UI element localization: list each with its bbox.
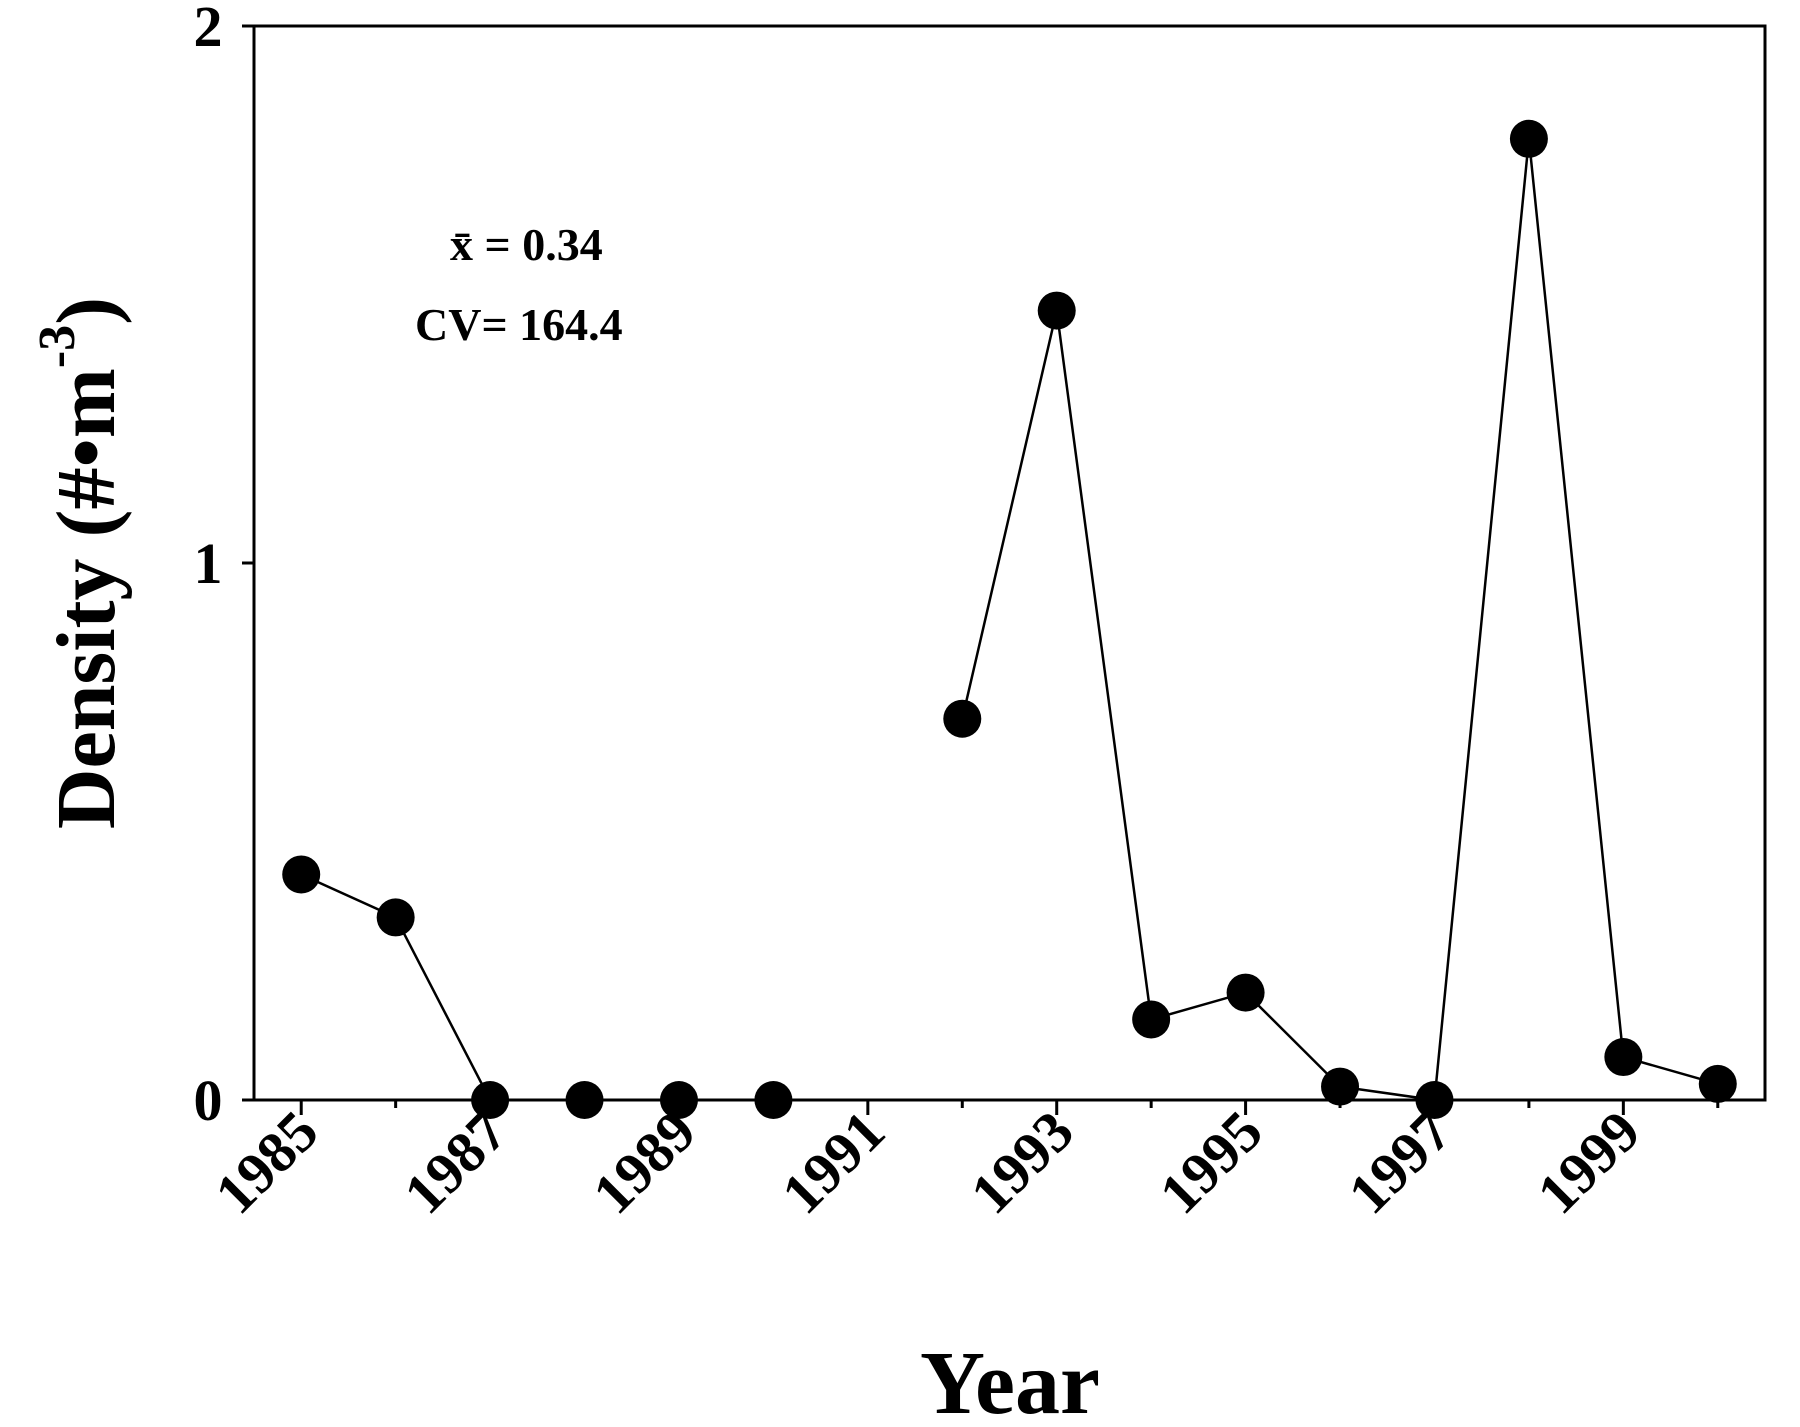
x-tick-label: 1999 <box>1525 1098 1653 1226</box>
plot-frame <box>252 24 1767 1102</box>
x-tick-label: 1991 <box>769 1098 897 1226</box>
series-points <box>282 119 1737 1119</box>
data-point <box>282 855 321 894</box>
annotation-cv: CV= 164.4 <box>415 299 623 350</box>
y-axis-title-close: ) <box>40 297 133 325</box>
y-tick-label: 0 <box>194 1068 223 1133</box>
y-axis: 0 1 2 <box>194 0 254 1133</box>
y-axis-title-superscript: -3 <box>29 325 86 368</box>
data-point <box>1037 291 1076 330</box>
y-axis-title-main: Density (#•m <box>40 368 133 829</box>
data-point <box>1321 1067 1360 1106</box>
data-point <box>1226 973 1265 1012</box>
data-point <box>471 1081 510 1119</box>
series-lines <box>300 138 1719 1102</box>
data-point <box>754 1081 793 1119</box>
data-point <box>1698 1064 1737 1103</box>
y-tick-label: 1 <box>194 531 223 596</box>
data-point <box>1132 1000 1171 1039</box>
x-axis: 1985 1987 1989 1991 1993 1995 1997 1999 <box>202 1098 1720 1226</box>
x-tick-label: 1993 <box>958 1098 1086 1226</box>
data-point <box>1604 1038 1643 1077</box>
data-point <box>943 699 982 738</box>
x-tick-label: 1989 <box>580 1098 708 1226</box>
series-line-segment <box>300 873 774 1102</box>
x-tick-label: 1997 <box>1336 1098 1464 1226</box>
x-tick-label: 1987 <box>391 1098 519 1226</box>
series-line-segment <box>961 138 1719 1102</box>
data-point <box>1415 1081 1454 1119</box>
data-point <box>1509 119 1548 158</box>
annotation-mean: x̄ = 0.34 <box>450 219 603 270</box>
y-tick-label: 2 <box>194 0 223 59</box>
data-point <box>565 1081 604 1119</box>
y-axis-title: Density (#•m-3) <box>29 297 133 829</box>
x-axis-title: Year <box>920 1334 1100 1427</box>
data-point <box>376 898 415 937</box>
x-tick-label: 1995 <box>1147 1098 1275 1226</box>
data-point <box>659 1081 698 1119</box>
